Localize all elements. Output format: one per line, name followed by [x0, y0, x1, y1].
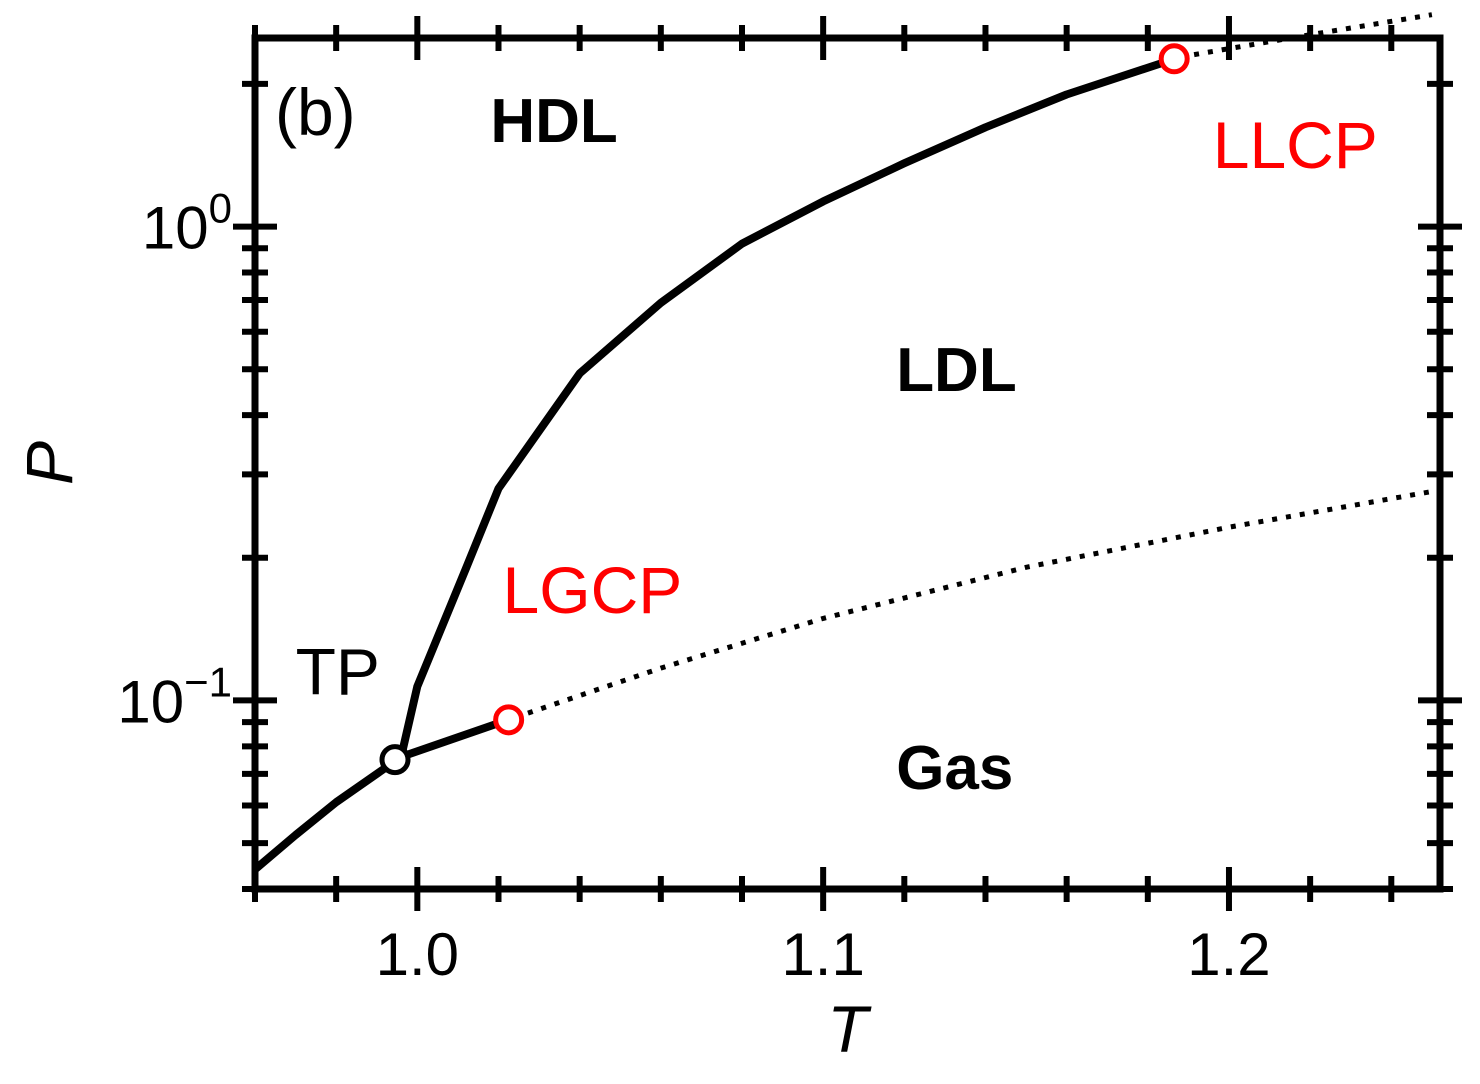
- y-tick-base: 10: [142, 195, 209, 262]
- llcp-point: [1158, 43, 1190, 75]
- annotation-ldl: LDL: [896, 336, 1017, 405]
- annotation-lgcp: LGCP: [503, 553, 683, 627]
- plot-frame: [251, 34, 1444, 893]
- x-tick-label: 1.2: [1187, 921, 1270, 988]
- solid-line-1: [397, 53, 1182, 758]
- series-layer: [252, 12, 1433, 873]
- annotation-tp: TP: [296, 634, 380, 708]
- y-axis-label: P: [12, 441, 86, 485]
- x-axis-label: T: [827, 992, 872, 1066]
- x-tick-label: 1.0: [376, 921, 459, 988]
- critical-points: [379, 43, 1190, 776]
- annotation-llcp: LLCP: [1213, 108, 1378, 182]
- annotation-gas: Gas: [896, 734, 1013, 803]
- y-tick-exponent: −1: [184, 658, 232, 705]
- y-tick-exponent: 0: [209, 185, 232, 232]
- tp-point: [379, 744, 411, 776]
- dotted-line-3: [513, 489, 1433, 720]
- dotted-line-4: [1179, 12, 1433, 60]
- lgcp-point: [493, 704, 525, 736]
- y-tick-label: 100: [142, 185, 232, 262]
- y-tick-label: 10−1: [117, 658, 232, 735]
- panel-label: (b): [275, 75, 356, 149]
- annotation-hdl: HDL: [490, 87, 617, 156]
- x-tick-label: 1.1: [781, 921, 864, 988]
- region-annotations: TP LGCP LLCP HDL LDL Gas: [296, 87, 1378, 803]
- y-tick-base: 10: [117, 668, 184, 735]
- solid-line-0: [252, 753, 404, 873]
